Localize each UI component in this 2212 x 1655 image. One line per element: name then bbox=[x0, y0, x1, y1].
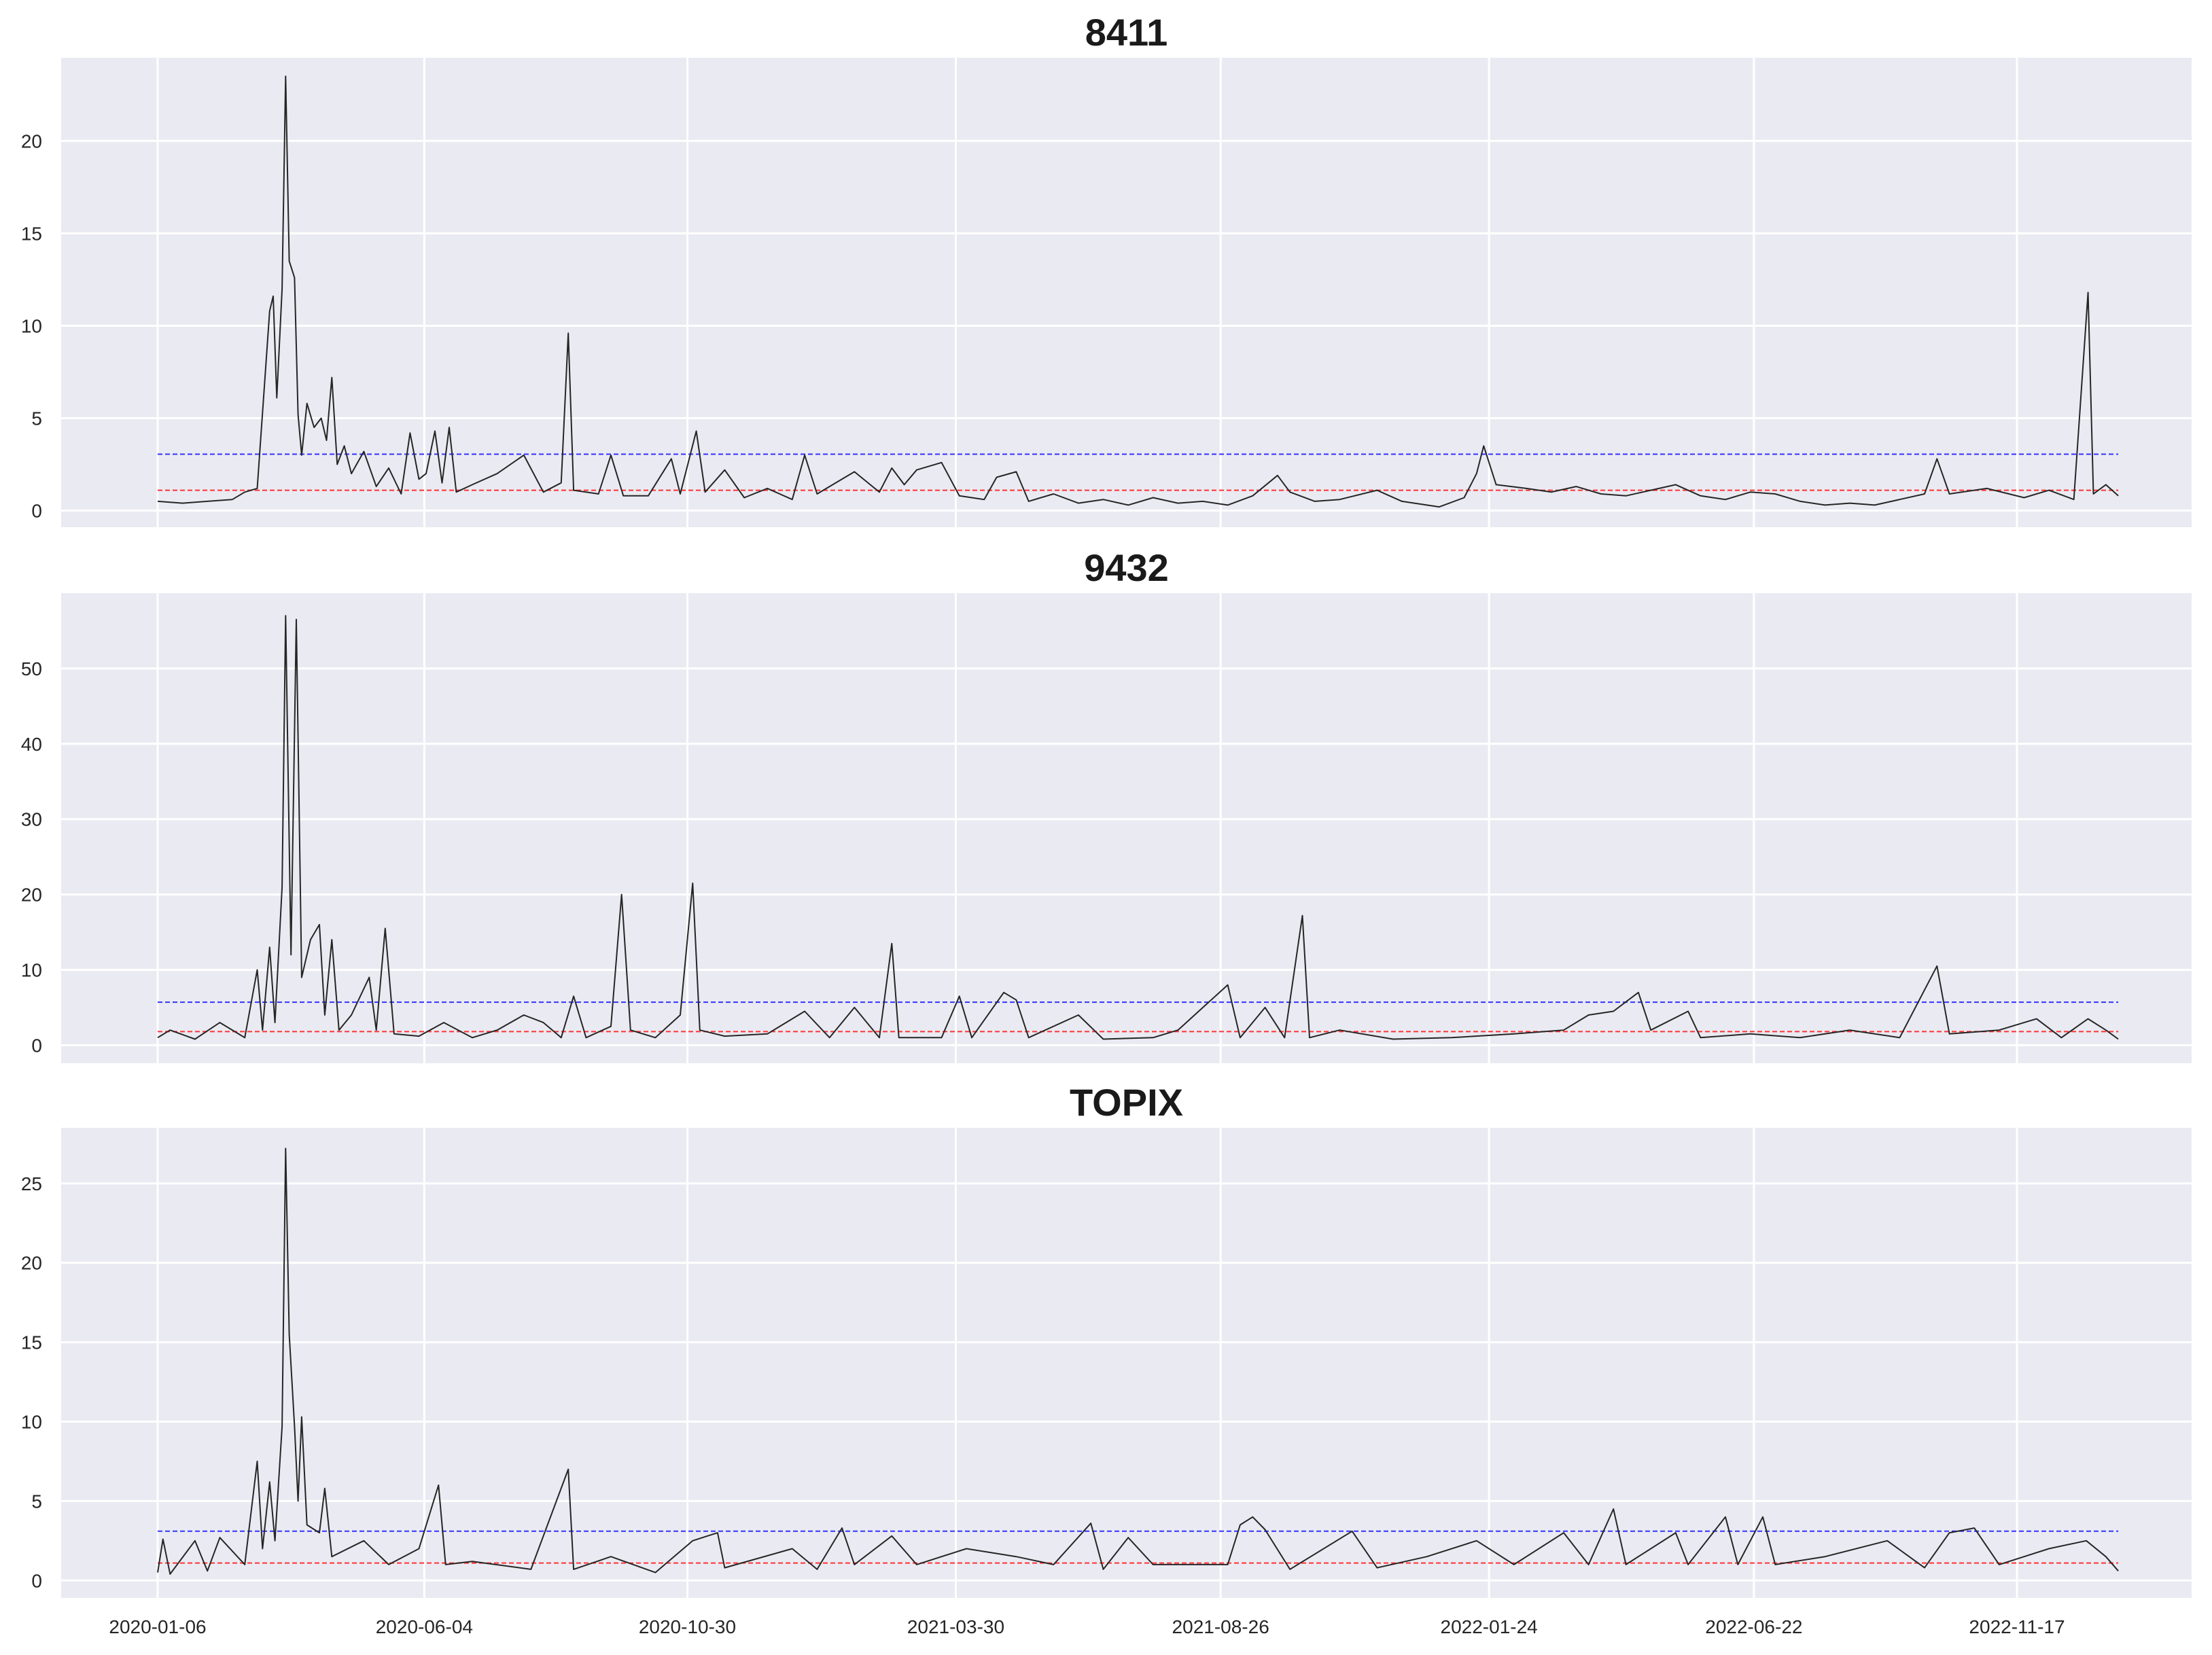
series-line bbox=[157, 1147, 2119, 1575]
chart-title: TOPIX bbox=[1070, 1081, 1183, 1124]
chart-panel-0: 0 5 10 15 20 8411 bbox=[21, 11, 2192, 527]
y-tick-label: 10 bbox=[21, 315, 42, 336]
x-tick-label: 2022-01-24 bbox=[1441, 1616, 1538, 1637]
chart-title: 8411 bbox=[1085, 11, 1168, 54]
y-tick-label: 30 bbox=[21, 809, 42, 830]
y-tick-label: 10 bbox=[21, 1412, 42, 1433]
plot-area bbox=[61, 58, 2192, 527]
series-line bbox=[157, 615, 2119, 1040]
plot-area bbox=[61, 1128, 2192, 1598]
y-tick-label: 20 bbox=[21, 130, 42, 152]
y-tick-label: 0 bbox=[31, 1035, 42, 1056]
y-tick-label: 0 bbox=[31, 501, 42, 522]
y-tick-label: 5 bbox=[31, 408, 42, 429]
y-tick-label: 15 bbox=[21, 1332, 42, 1353]
y-tick-label: 20 bbox=[21, 1253, 42, 1274]
y-tick-label: 15 bbox=[21, 223, 42, 244]
x-tick-label: 2020-10-30 bbox=[639, 1616, 736, 1637]
chart-panel-2: 0 5 10 15 20 25 TOPIX 2020-01-06 2020-06-04 2020-… bbox=[21, 1081, 2192, 1637]
x-tick-label: 2022-11-17 bbox=[1969, 1616, 2065, 1637]
y-tick-label: 20 bbox=[21, 885, 42, 906]
plot-area bbox=[61, 593, 2192, 1063]
series-line bbox=[157, 75, 2119, 508]
x-tick-label: 2021-03-30 bbox=[907, 1616, 1004, 1637]
chart-panel-1: 0 10 20 30 40 50 9432 bbox=[21, 546, 2192, 1063]
y-tick-label: 40 bbox=[21, 734, 42, 755]
y-tick-label: 25 bbox=[21, 1173, 42, 1194]
x-tick-label: 2022-06-22 bbox=[1705, 1616, 1802, 1637]
x-tick-label: 2020-01-06 bbox=[109, 1616, 206, 1637]
y-tick-label: 0 bbox=[31, 1570, 42, 1591]
y-tick-label: 10 bbox=[21, 959, 42, 980]
y-tick-label: 50 bbox=[21, 658, 42, 679]
y-tick-label: 5 bbox=[31, 1491, 42, 1512]
x-tick-label: 2021-08-26 bbox=[1172, 1616, 1269, 1637]
x-tick-label: 2020-06-04 bbox=[376, 1616, 473, 1637]
chart-title: 9432 bbox=[1084, 546, 1169, 589]
